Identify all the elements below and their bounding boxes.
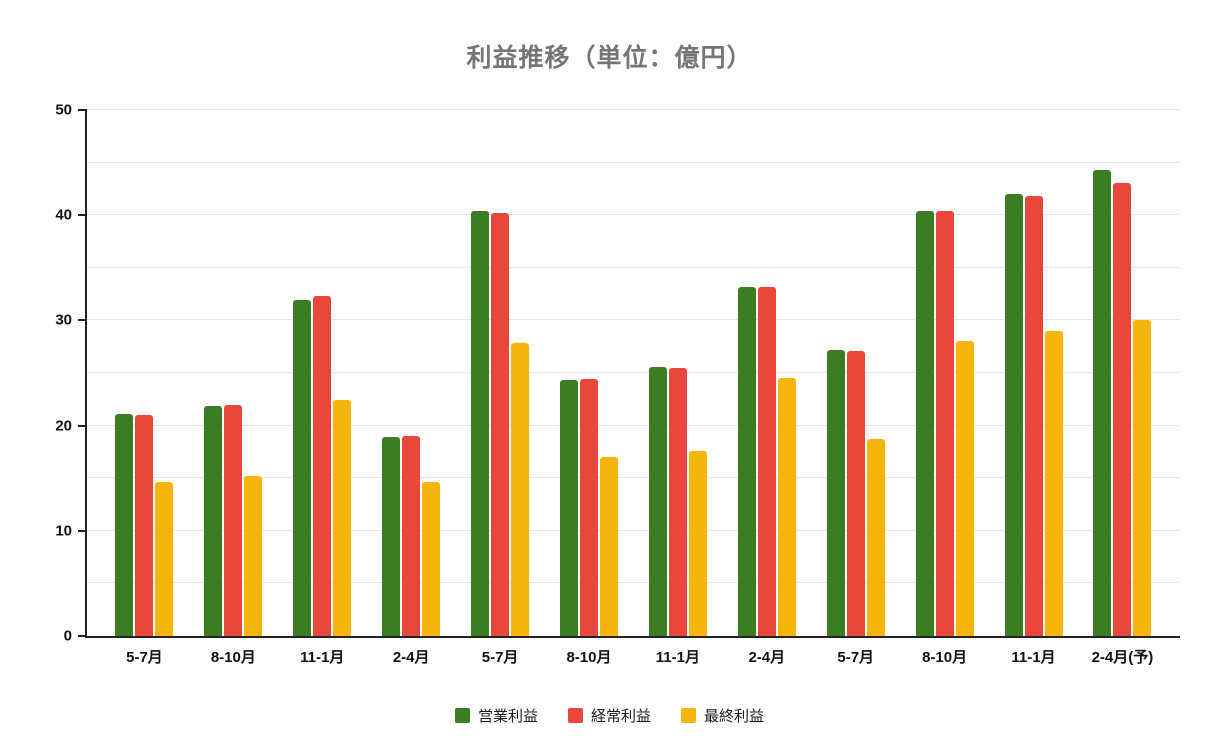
y-axis-tick — [78, 214, 87, 217]
bar-経常利益 — [668, 367, 687, 636]
bar-group: 11-1月 — [648, 110, 707, 666]
y-axis-tick — [78, 424, 87, 427]
gridline — [87, 109, 1180, 110]
bar-経常利益 — [402, 436, 421, 636]
bar-group: 8-10月 — [559, 110, 618, 666]
y-axis-label: 30 — [55, 311, 72, 329]
legend-label: 最終利益 — [704, 708, 765, 725]
x-axis-label: 2-4月 — [748, 649, 786, 666]
legend-label: 経常利益 — [590, 708, 651, 725]
bar-営業利益 — [293, 300, 312, 636]
bar-最終利益 — [777, 378, 796, 636]
bar-経常利益 — [579, 379, 598, 636]
bar-最終利益 — [866, 439, 885, 636]
x-axis-label: 2-4月(予) — [1091, 649, 1154, 666]
bar-group: 5-7月 — [826, 110, 885, 666]
legend-item: 最終利益 — [681, 705, 764, 726]
gridline — [87, 582, 1180, 584]
gridline — [87, 214, 1180, 216]
x-axis-label: 5-7月 — [837, 649, 875, 666]
legend-swatch-icon — [567, 708, 583, 723]
bar-営業利益 — [559, 380, 578, 636]
bar-経常利益 — [1024, 196, 1043, 636]
x-axis-label: 8-10月 — [922, 649, 968, 666]
bar-group: 2-4月 — [382, 110, 441, 666]
bar-最終利益 — [511, 342, 530, 636]
gridline — [87, 529, 1180, 531]
bar-営業利益 — [204, 405, 223, 636]
bar-営業利益 — [382, 437, 401, 636]
x-axis-label: 2-4月 — [392, 649, 430, 666]
bar-営業利益 — [1004, 194, 1023, 636]
y-axis-tick — [78, 635, 87, 637]
bar-group: 11-1月 — [1004, 110, 1063, 666]
y-axis-label: 10 — [55, 522, 72, 540]
bar-group: 11-1月 — [293, 110, 352, 666]
bar-groups: 5-7月 8-10月 11-1月 2-4月 5-7月 8-10月 11-1月 2-4月 5-7月… — [87, 110, 1180, 666]
bar-経常利益 — [1113, 182, 1132, 636]
gridline — [87, 424, 1180, 426]
y-axis-label: 20 — [55, 417, 72, 435]
y-axis-tick — [78, 529, 87, 532]
bar-営業利益 — [115, 414, 134, 636]
legend-swatch-icon — [454, 708, 470, 723]
y-axis-tick — [78, 319, 87, 322]
legend-item: 営業利益 — [454, 705, 538, 726]
bar-最終利益 — [244, 476, 263, 636]
bar-経常利益 — [846, 350, 865, 636]
gridline — [87, 372, 1180, 373]
gridline — [87, 319, 1180, 321]
y-axis-label: 40 — [55, 206, 72, 224]
bar-group: 5-7月 — [115, 110, 174, 666]
x-axis-label: 11-1月 — [655, 649, 700, 666]
bar-最終利益 — [422, 482, 441, 636]
bar-経常利益 — [135, 415, 154, 636]
x-axis-label: 8-10月 — [210, 649, 256, 666]
gridline — [87, 266, 1180, 268]
bar-最終利益 — [1044, 330, 1063, 636]
bar-最終利益 — [599, 457, 618, 636]
bar-group: 8-10月 — [915, 110, 974, 666]
bar-最終利益 — [955, 341, 974, 636]
plot-area: 0 10 20 30 40 50 5-7月 8-10月 11-1月 2-4月 5-7月 8-10月 11… — [55, 102, 1180, 666]
x-axis-label: 11-1月 — [1011, 649, 1056, 666]
gridline — [87, 477, 1180, 479]
bar-最終利益 — [688, 450, 707, 636]
bar-営業利益 — [915, 211, 934, 636]
x-axis-label: 5-7月 — [481, 649, 519, 666]
bar-営業利益 — [737, 286, 756, 636]
bar-経常利益 — [935, 211, 954, 636]
bar-最終利益 — [333, 400, 352, 636]
chart-legend: 営業利益 経常利益 最終利益 — [0, 705, 1219, 726]
bar-営業利益 — [826, 349, 845, 636]
legend-label: 営業利益 — [477, 708, 538, 725]
bar-最終利益 — [155, 482, 174, 636]
bar-営業利益 — [471, 211, 490, 636]
y-axis-label: 0 — [63, 627, 72, 645]
y-axis-tick — [78, 109, 87, 111]
bar-最終利益 — [1133, 320, 1152, 636]
x-axis-label: 8-10月 — [566, 649, 612, 666]
bar-営業利益 — [648, 366, 667, 636]
bar-営業利益 — [1093, 169, 1112, 636]
y-axis-label: 50 — [55, 101, 72, 119]
chart-title: 利益推移（単位：億円） — [466, 44, 753, 72]
x-axis-label: 11-1月 — [300, 649, 345, 666]
bar-経常利益 — [491, 213, 510, 636]
bar-group: 2-4月(予) — [1092, 110, 1153, 666]
bar-経常利益 — [313, 296, 332, 636]
bar-経常利益 — [757, 286, 776, 636]
x-axis-label: 5-7月 — [126, 649, 163, 666]
legend-item: 経常利益 — [567, 705, 651, 726]
gridline — [87, 161, 1180, 163]
bar-group: 8-10月 — [204, 110, 263, 666]
bar-group: 2-4月 — [737, 110, 796, 666]
legend-swatch-icon — [681, 708, 696, 723]
bar-経常利益 — [224, 404, 243, 636]
bar-group: 5-7月 — [471, 110, 530, 666]
